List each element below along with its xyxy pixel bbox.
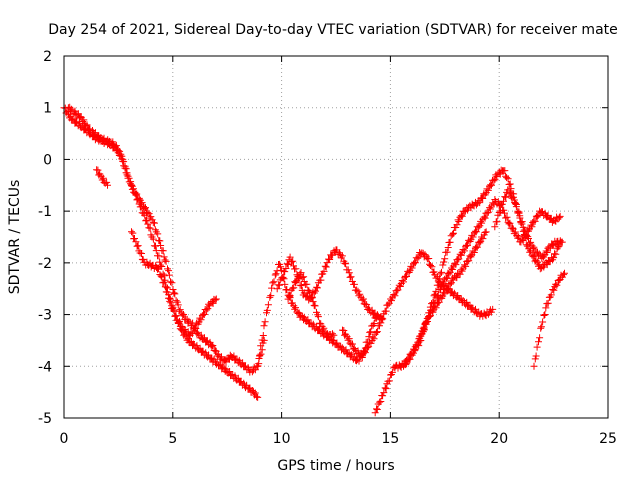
y-axis-label: SDTVAR / TECUs [7,180,23,295]
series-pass-12 [491,186,564,273]
y-tick-label: -3 [38,308,52,324]
series-pass-3 [93,166,112,189]
y-tick-label: -5 [38,411,52,427]
data-markers [128,228,220,340]
x-axis-label: GPS time / hours [277,458,394,474]
chart-title: Day 254 of 2021, Sidereal Day-to-day VTE… [48,22,618,38]
data-layer [60,103,568,417]
x-tick-label: 20 [490,431,508,447]
series-pass-9 [371,228,490,417]
x-tick-label: 10 [273,431,291,447]
series-pass-6 [273,246,386,324]
plot-frame [63,55,609,419]
series-pass-7 [284,269,338,341]
series-pass-4 [128,228,220,340]
grid-layer [64,56,608,418]
data-markers [273,246,386,324]
data-markers [400,196,564,370]
x-tick-label: 15 [381,431,399,447]
ticks-layer: 0 5 10 15 20 25 -5 -4 -3 -2 -1 0 1 2 [38,49,617,447]
x-tick-label: 5 [168,431,177,447]
y-tick-label: -1 [38,204,52,220]
y-tick-label: -4 [38,359,52,375]
series-pass-2 [64,103,268,376]
data-markers [491,186,564,273]
x-tick-label: 0 [60,431,69,447]
data-markers [371,228,490,417]
data-markers [530,269,568,370]
y-tick-label: 1 [43,101,52,117]
series-pass-13 [530,269,568,370]
x-tick-label: 25 [599,431,617,447]
y-tick-label: 2 [43,49,52,65]
data-markers [93,166,112,189]
y-tick-label: -2 [38,256,52,272]
series-pass-10 [400,196,564,370]
data-markers [284,269,338,341]
data-markers [64,103,268,376]
y-tick-label: 0 [43,152,52,168]
